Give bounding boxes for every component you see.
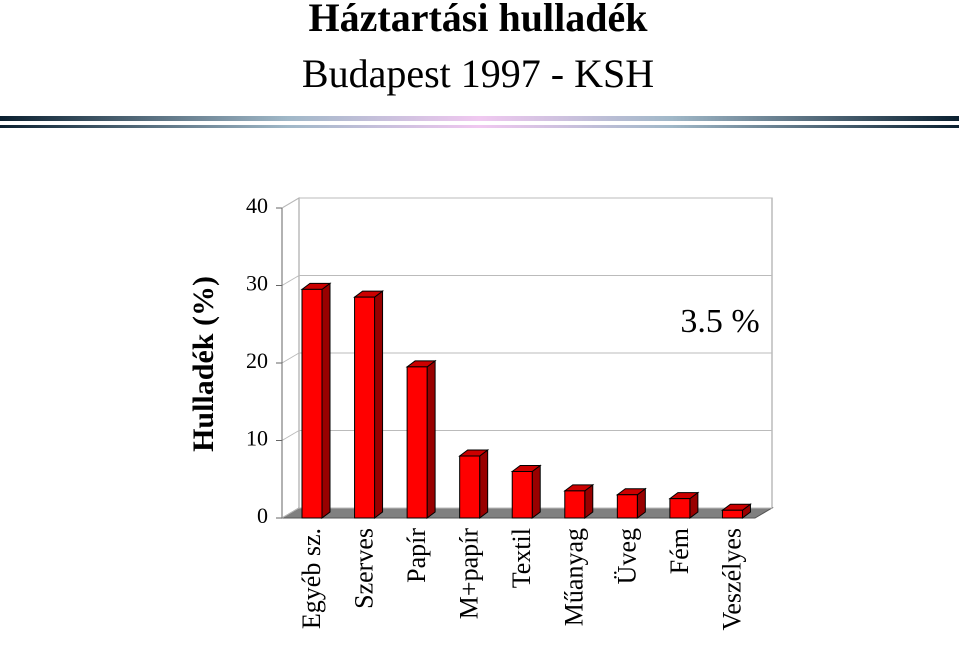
annotation: 3.5 %	[680, 303, 759, 340]
grid-line	[281, 352, 300, 364]
grid-line	[281, 197, 300, 209]
x-tick-label: Veszélyes	[717, 528, 746, 631]
bar	[354, 296, 376, 519]
x-tick-label: Papír	[402, 528, 431, 583]
bar	[669, 498, 691, 519]
bar-side	[374, 290, 384, 519]
bar	[459, 455, 481, 519]
bar	[406, 366, 428, 519]
bar	[616, 494, 638, 519]
x-tick-label: Fém	[665, 528, 694, 574]
x-tick-label: M+papír	[455, 528, 484, 620]
bar	[564, 490, 586, 519]
bar	[511, 471, 533, 519]
y-tick-label: 40	[246, 193, 268, 218]
bar-side	[479, 449, 489, 519]
y-tick-label: 20	[246, 348, 268, 373]
bar-side	[321, 282, 331, 519]
y-tick-label: 10	[246, 426, 268, 451]
chart-title: Háztartási hulladék	[309, 0, 649, 40]
chart-subtitle: Budapest 1997 - KSH	[302, 51, 654, 96]
grid-line	[281, 275, 300, 286]
x-tick-label: Szerves	[350, 528, 379, 609]
bar-side	[426, 359, 436, 519]
bar-side	[531, 464, 541, 519]
y-axis-label: Hulladék (%)	[187, 276, 220, 452]
title-rule	[0, 125, 959, 128]
x-tick-label: Üveg	[612, 528, 641, 584]
x-tick-label: Műanyag	[560, 528, 589, 626]
grid-line	[281, 507, 300, 519]
bar	[301, 288, 323, 519]
x-tick-label: Egyéb sz.	[297, 528, 326, 629]
y-tick-label: 30	[246, 271, 268, 296]
y-tick-label: 0	[257, 503, 268, 528]
title-rule	[0, 116, 959, 121]
grid-line	[281, 430, 300, 441]
bar	[721, 509, 743, 519]
x-tick-label: Textil	[507, 528, 536, 588]
